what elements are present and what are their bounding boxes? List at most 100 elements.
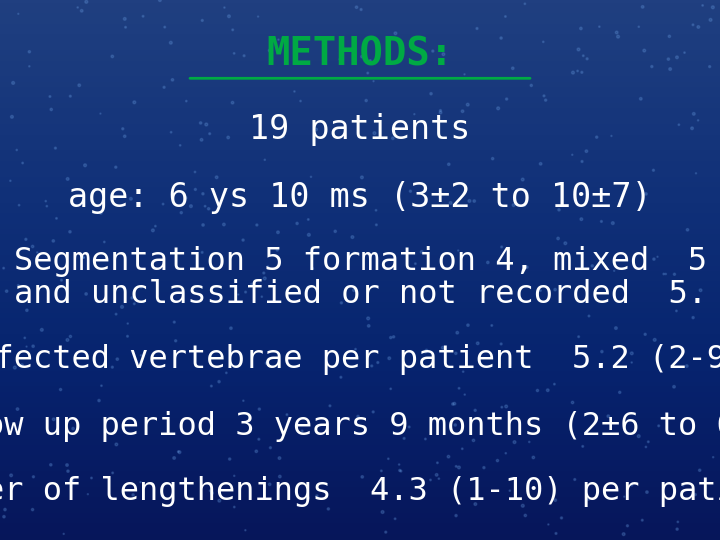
Point (500, 402, 512, 411)
Point (384, 354, 395, 362)
Point (253, 435, 264, 443)
Point (556, 514, 567, 522)
Point (403, 423, 415, 431)
Point (154, 0, 166, 4)
Point (669, 270, 680, 279)
Point (693, 116, 704, 125)
Point (282, 410, 293, 419)
Point (501, 94, 513, 103)
Point (125, 194, 137, 203)
Point (94, 396, 105, 405)
Point (478, 463, 490, 472)
Point (264, 46, 276, 55)
Point (492, 104, 504, 113)
Point (495, 33, 507, 42)
Point (96, 381, 107, 390)
Point (86, 474, 97, 482)
Point (635, 94, 647, 103)
Point (380, 528, 392, 536)
Point (450, 511, 462, 520)
Point (595, 217, 607, 226)
Point (492, 456, 503, 465)
Point (577, 442, 588, 451)
Point (500, 12, 511, 21)
Point (362, 69, 374, 77)
Point (21, 342, 32, 351)
Point (517, 502, 528, 510)
Point (227, 25, 238, 34)
Point (425, 476, 436, 484)
Point (240, 526, 251, 535)
Point (385, 333, 397, 342)
Point (443, 453, 454, 461)
Point (462, 100, 474, 109)
Point (372, 358, 384, 367)
Text: age: 6 ys 10 ms (3±2 to 10±7): age: 6 ys 10 ms (3±2 to 10±7) (68, 180, 652, 214)
Point (24, 48, 35, 56)
Point (24, 62, 35, 71)
Point (351, 3, 362, 11)
Point (670, 307, 682, 315)
Point (457, 367, 469, 376)
Point (459, 390, 470, 399)
Point (1, 287, 12, 295)
Point (50, 144, 61, 152)
Point (238, 396, 249, 405)
Point (575, 24, 587, 33)
Point (228, 49, 240, 58)
Point (48, 415, 60, 423)
Point (495, 340, 507, 348)
Point (405, 187, 416, 195)
Point (581, 55, 593, 63)
Point (323, 504, 334, 513)
Point (697, 1, 708, 10)
Point (687, 21, 698, 29)
Point (138, 297, 150, 306)
Point (168, 318, 180, 327)
Point (616, 196, 627, 205)
Point (420, 348, 431, 356)
Point (626, 481, 637, 489)
Point (626, 349, 637, 357)
Point (664, 32, 675, 40)
Point (395, 467, 407, 475)
Point (348, 286, 360, 294)
Point (273, 35, 284, 44)
Point (388, 333, 400, 341)
Point (126, 294, 138, 302)
Point (224, 455, 235, 463)
Point (653, 422, 665, 430)
Point (197, 221, 209, 230)
Point (540, 96, 552, 104)
Point (646, 62, 657, 71)
Point (62, 174, 73, 183)
Point (370, 206, 382, 214)
Point (127, 490, 139, 499)
Point (528, 453, 539, 462)
Point (265, 443, 276, 452)
Point (117, 124, 129, 133)
Point (219, 3, 230, 12)
Point (472, 24, 483, 33)
Point (459, 70, 470, 79)
Point (185, 202, 197, 211)
Point (259, 156, 271, 164)
Point (708, 453, 719, 462)
Point (626, 358, 637, 367)
Point (256, 292, 268, 301)
Point (297, 427, 308, 435)
Point (228, 503, 240, 511)
Point (119, 15, 130, 23)
Text: Follow up period 3 years 9 months (2±6 to 6±0).: Follow up period 3 years 9 months (2±6 t… (0, 411, 720, 442)
Point (59, 346, 71, 355)
Point (199, 202, 211, 211)
Point (690, 490, 701, 499)
Text: Affected vertebrae per patient  5.2 (2-9).: Affected vertebrae per patient 5.2 (2-9)… (0, 343, 720, 375)
Point (705, 16, 716, 24)
Text: and unclassified or not recorded  5.: and unclassified or not recorded 5. (14, 279, 706, 310)
Point (521, 263, 533, 272)
Point (679, 48, 690, 57)
Point (681, 362, 693, 370)
Point (189, 185, 201, 194)
Point (572, 66, 583, 75)
